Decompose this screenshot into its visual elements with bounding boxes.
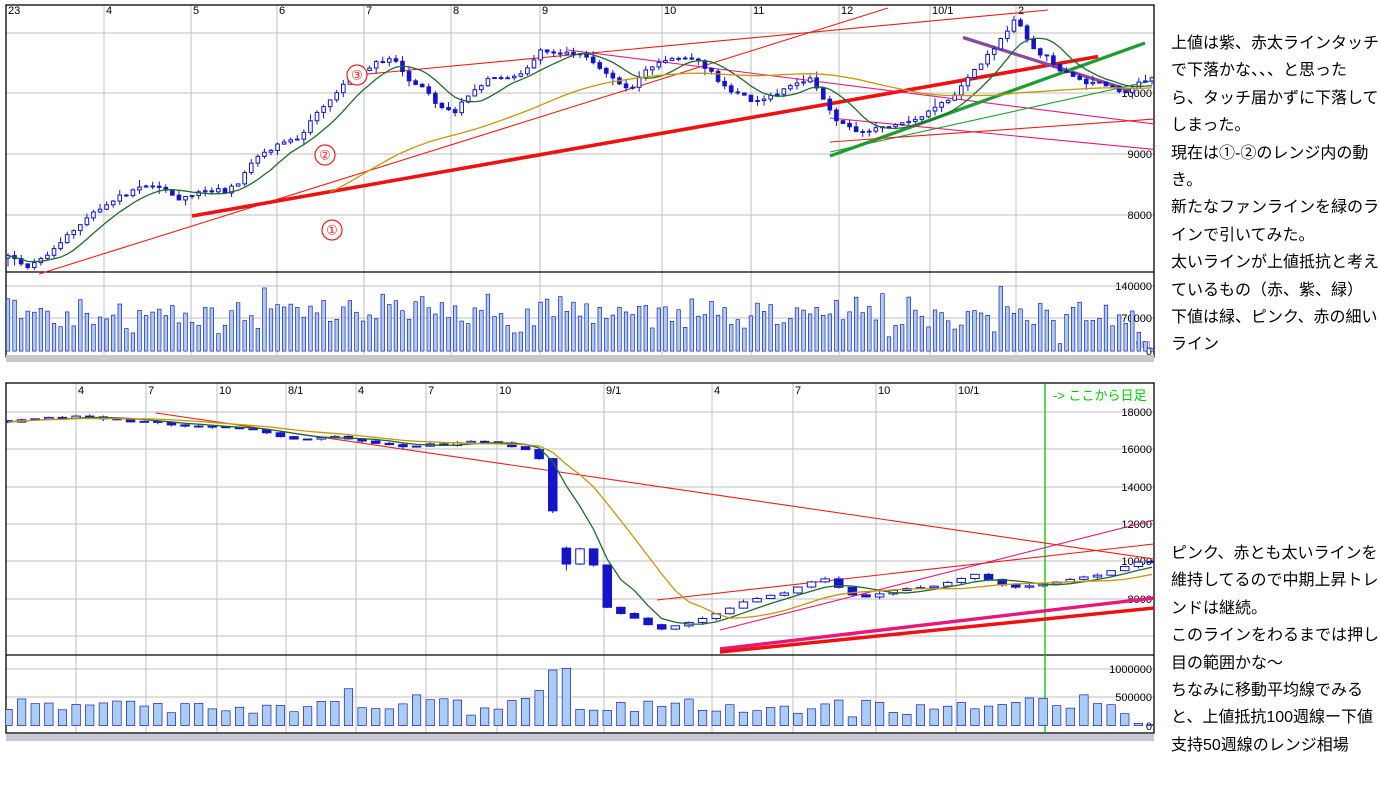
svg-text:8000: 8000 (1128, 210, 1152, 222)
svg-text:4: 4 (358, 385, 364, 397)
svg-text:8: 8 (453, 5, 459, 17)
svg-text:②: ② (319, 148, 331, 163)
svg-text:-> ここから日足: -> ここから日足 (1053, 388, 1147, 403)
svg-text:7: 7 (428, 385, 434, 397)
svg-text:9/1: 9/1 (606, 385, 621, 397)
svg-text:10: 10 (219, 385, 231, 397)
svg-text:12000: 12000 (1121, 519, 1152, 531)
svg-text:9: 9 (542, 5, 548, 17)
svg-text:③: ③ (351, 68, 363, 83)
svg-text:10: 10 (878, 385, 890, 397)
svg-text:8/1: 8/1 (288, 385, 303, 397)
svg-text:5: 5 (193, 5, 199, 17)
svg-text:9000: 9000 (1128, 149, 1152, 161)
svg-text:16000: 16000 (1121, 444, 1152, 456)
svg-text:0: 0 (1146, 721, 1152, 733)
svg-text:18000: 18000 (1121, 407, 1152, 419)
svg-text:10: 10 (499, 385, 511, 397)
svg-text:10/1: 10/1 (958, 385, 979, 397)
svg-text:2: 2 (1018, 5, 1024, 17)
svg-text:4: 4 (106, 5, 112, 17)
svg-text:11: 11 (753, 5, 764, 17)
svg-text:6: 6 (279, 5, 285, 17)
svg-text:23: 23 (8, 5, 20, 17)
svg-text:①: ① (326, 223, 338, 238)
svg-text:7: 7 (148, 385, 154, 397)
svg-text:140000: 140000 (1115, 281, 1152, 293)
svg-text:10/1: 10/1 (932, 5, 953, 17)
svg-text:1000000: 1000000 (1109, 664, 1152, 676)
svg-text:4: 4 (714, 385, 720, 397)
svg-text:14000: 14000 (1121, 482, 1152, 494)
svg-text:7: 7 (366, 5, 372, 17)
svg-text:7: 7 (795, 385, 801, 397)
svg-text:12: 12 (841, 5, 853, 17)
svg-text:4: 4 (78, 385, 84, 397)
svg-text:500000: 500000 (1115, 692, 1152, 704)
svg-text:10: 10 (664, 5, 676, 17)
